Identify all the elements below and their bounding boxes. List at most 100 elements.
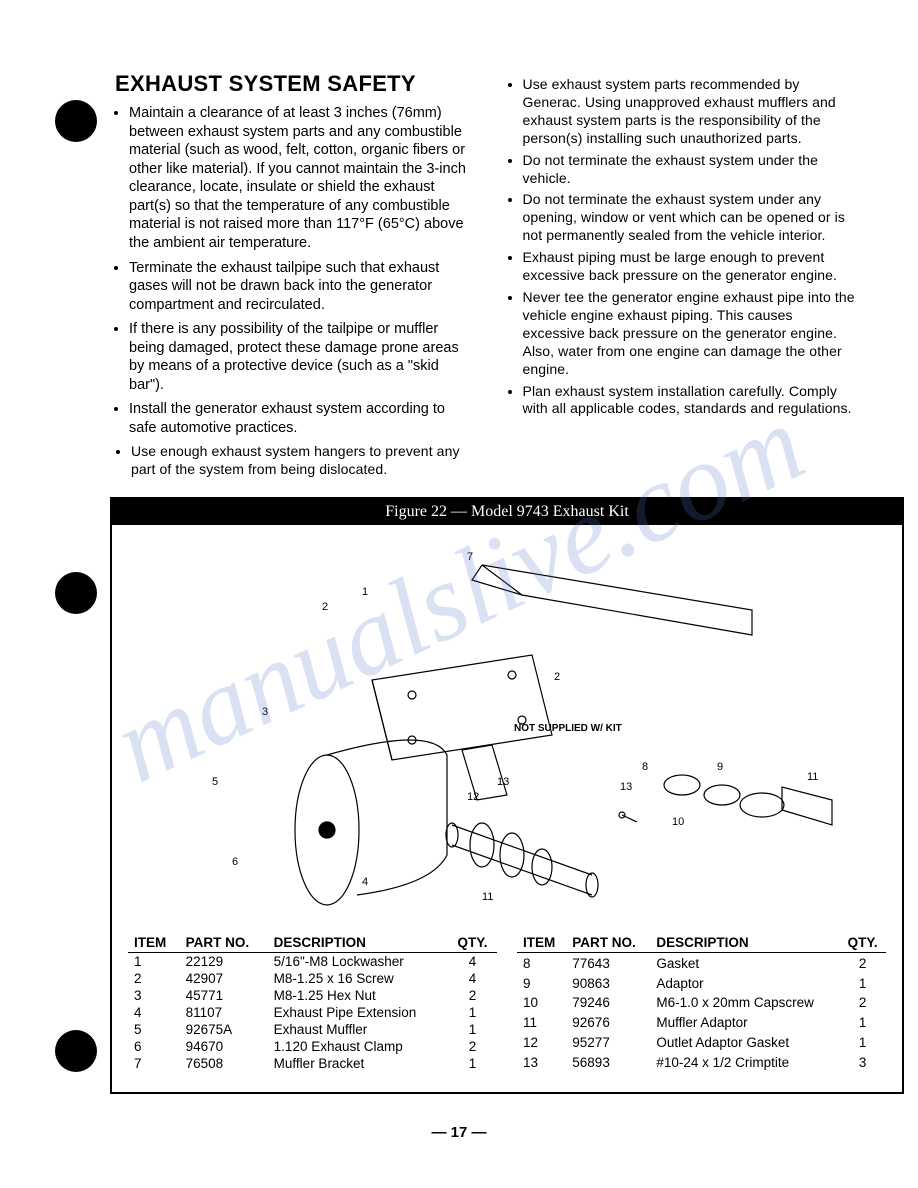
table-header-row: ITEM PART NO. DESCRIPTION QTY. (128, 933, 497, 953)
page: manualslive.com EXHAUST SYSTEM SAFETY Ma… (0, 0, 918, 1188)
sub-bullet-item: Use exhaust system parts recommended by … (523, 76, 859, 148)
table-cell: 1 (839, 1033, 886, 1053)
table-cell: 7 (128, 1055, 180, 1072)
table-cell: 10 (517, 993, 566, 1013)
table-cell: #10-24 x 1/2 Crimptite (650, 1052, 839, 1072)
svg-text:8: 8 (642, 761, 648, 773)
left-column: EXHAUST SYSTEM SAFETY Maintain a clearan… (60, 70, 467, 483)
table-header-row: ITEM PART NO. DESCRIPTION QTY. (517, 933, 886, 953)
table-cell: Outlet Adaptor Gasket (650, 1033, 839, 1053)
figure-box: Figure 22 — Model 9743 Exhaust Kit NOT S… (110, 497, 904, 1094)
svg-text:13: 13 (497, 776, 509, 788)
parts-table-right: ITEM PART NO. DESCRIPTION QTY. 877643Gas… (517, 933, 886, 1072)
table-cell: 3 (128, 987, 180, 1004)
bullet-item: Maintain a clearance of at least 3 inche… (129, 104, 467, 252)
sub-bullet-item: Use enough exhaust system hangers to pre… (131, 443, 467, 479)
table-cell: M6-1.0 x 20mm Capscrew (650, 993, 839, 1013)
table-row: 592675AExhaust Muffler1 (128, 1021, 497, 1038)
table-row: 481107Exhaust Pipe Extension1 (128, 1004, 497, 1021)
table-cell: 9 (517, 973, 566, 993)
svg-text:12: 12 (467, 791, 479, 803)
table-cell: 12 (517, 1033, 566, 1053)
table-cell: 2 (448, 987, 497, 1004)
table-cell: 42907 (180, 970, 268, 987)
svg-text:13: 13 (620, 781, 632, 793)
table-row: 877643Gasket2 (517, 953, 886, 973)
table-row: 345771M8-1.25 Hex Nut2 (128, 987, 497, 1004)
table-row: 776508Muffler Bracket1 (128, 1055, 497, 1072)
table-cell: 45771 (180, 987, 268, 1004)
table-cell: Gasket (650, 953, 839, 973)
table-cell: 81107 (180, 1004, 268, 1021)
th-partno: PART NO. (180, 933, 268, 953)
table-cell: 8 (517, 953, 566, 973)
not-supplied-label: NOT SUPPLIED W/ KIT (514, 723, 622, 734)
parts-table-left: ITEM PART NO. DESCRIPTION QTY. 1221295/1… (128, 933, 497, 1072)
table-cell: Exhaust Pipe Extension (268, 1004, 448, 1021)
table-cell: 90863 (566, 973, 650, 993)
table-cell: 1 (448, 1004, 497, 1021)
table-cell: M8-1.25 x 16 Screw (268, 970, 448, 987)
binder-hole (55, 1030, 97, 1072)
table-cell: Muffler Bracket (268, 1055, 448, 1072)
exhaust-kit-diagram: NOT SUPPLIED W/ KIT (112, 525, 902, 925)
table-cell: 92675A (180, 1021, 268, 1038)
table-cell: 5/16"-M8 Lockwasher (268, 953, 448, 971)
table-cell: 3 (839, 1052, 886, 1072)
table-cell: 1 (448, 1021, 497, 1038)
table-cell: 11 (517, 1013, 566, 1033)
table-row: 1192676Muffler Adaptor1 (517, 1013, 886, 1033)
table-cell: 1 (448, 1055, 497, 1072)
table-cell: 6 (128, 1038, 180, 1055)
sub-bullet-item: Do not terminate the exhaust system unde… (523, 191, 859, 245)
th-desc: DESCRIPTION (650, 933, 839, 953)
table-cell: 13 (517, 1052, 566, 1072)
bullet-item: Terminate the exhaust tailpipe such that… (129, 259, 467, 315)
table-cell: 92676 (566, 1013, 650, 1033)
bullet-item: If there is any possibility of the tailp… (129, 320, 467, 394)
table-cell: 56893 (566, 1052, 650, 1072)
figure-title: Figure 22 — Model 9743 Exhaust Kit (112, 499, 902, 525)
svg-text:3: 3 (262, 706, 268, 718)
table-cell: 5 (128, 1021, 180, 1038)
table-cell: 76508 (180, 1055, 268, 1072)
sub-bullet-item: Plan exhaust system installation careful… (523, 383, 859, 419)
table-cell: 1 (839, 973, 886, 993)
svg-text:2: 2 (322, 601, 328, 613)
th-qty: QTY. (448, 933, 497, 953)
svg-text:6: 6 (232, 856, 238, 868)
table-cell: 79246 (566, 993, 650, 1013)
sub-bullet-item: Do not terminate the exhaust system unde… (523, 152, 859, 188)
th-item: ITEM (128, 933, 180, 953)
table-cell: 95277 (566, 1033, 650, 1053)
bullet-item: Install the generator exhaust system acc… (129, 400, 467, 437)
table-row: 1079246M6-1.0 x 20mm Capscrew2 (517, 993, 886, 1013)
table-cell: 2 (128, 970, 180, 987)
content-columns: EXHAUST SYSTEM SAFETY Maintain a clearan… (60, 70, 858, 483)
table-cell: 1 (839, 1013, 886, 1033)
table-cell: Exhaust Muffler (268, 1021, 448, 1038)
right-column: Use exhaust system parts recommended by … (507, 70, 859, 483)
svg-text:7: 7 (467, 551, 473, 563)
left-bullet-list: Maintain a clearance of at least 3 inche… (115, 104, 467, 437)
svg-text:11: 11 (482, 891, 493, 903)
table-cell: Muffler Adaptor (650, 1013, 839, 1033)
svg-text:9: 9 (717, 761, 723, 773)
table-cell: 2 (839, 993, 886, 1013)
sub-bullet-item: Never tee the generator engine exhaust p… (523, 289, 859, 379)
svg-text:11: 11 (807, 771, 818, 783)
table-cell: 2 (448, 1038, 497, 1055)
table-cell: 4 (128, 1004, 180, 1021)
svg-text:2: 2 (554, 671, 560, 683)
page-number: — 17 — (60, 1124, 858, 1141)
table-cell: M8-1.25 Hex Nut (268, 987, 448, 1004)
diagram-svg: 3 2 1 7 5 6 2 4 12 13 13 8 10 9 11 11 (112, 525, 902, 925)
svg-text:5: 5 (212, 776, 218, 788)
th-partno: PART NO. (566, 933, 650, 953)
binder-hole (55, 100, 97, 142)
table-cell: 1 (128, 953, 180, 971)
section-heading: EXHAUST SYSTEM SAFETY (115, 70, 467, 98)
table-row: 1356893#10-24 x 1/2 Crimptite3 (517, 1052, 886, 1072)
th-qty: QTY. (839, 933, 886, 953)
table-cell: 77643 (566, 953, 650, 973)
